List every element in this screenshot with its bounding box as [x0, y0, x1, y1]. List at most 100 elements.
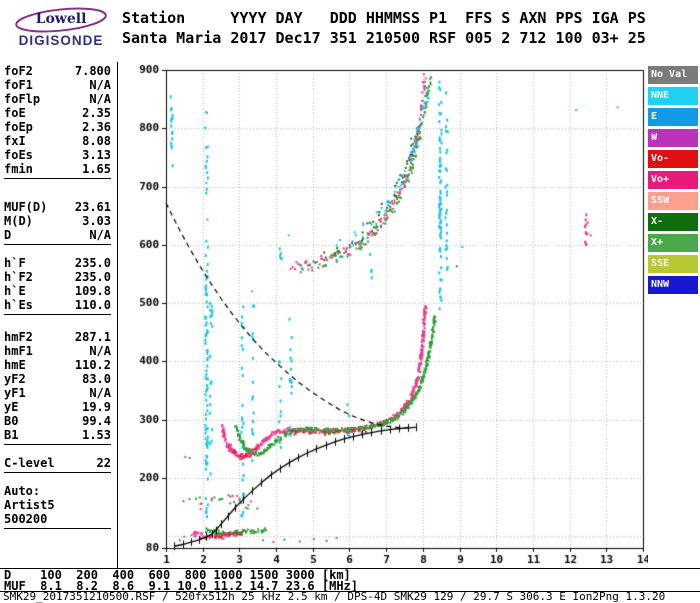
- statusbar-divider: [0, 591, 700, 592]
- param-value: 23.61: [74, 200, 111, 214]
- legend-item-e: E: [648, 108, 698, 126]
- param-group-2: MUF(D) 23.61 M(D) 3.03 D N/A: [4, 200, 111, 245]
- param-label: foFlp: [4, 92, 41, 106]
- param-value: 2.35: [82, 106, 111, 120]
- param-md: M(D) 3.03: [4, 214, 111, 228]
- param-value: N/A: [89, 92, 111, 106]
- param-yf1: yF1 N/A: [4, 386, 111, 400]
- param-value: 1.53: [82, 428, 111, 442]
- param-value: N/A: [89, 386, 111, 400]
- param-hes: h`Es 110.0: [4, 298, 111, 312]
- param-label: hmF2: [4, 330, 33, 344]
- param-group-1: foF2 7.800 foF1 N/A foFlp N/A foE 2.35 foEp 2.36 f…: [4, 64, 111, 179]
- logo-lowell-text: Lowell: [35, 11, 87, 27]
- param-value: 99.4: [82, 414, 111, 428]
- param-b0: B0 99.4: [4, 414, 111, 428]
- velocity-legend: No Val NNE E W Vo- Vo+ SSW X- X+ SSE NNW: [648, 66, 698, 297]
- param-group-6: Auto: Artist5 500200: [4, 484, 111, 529]
- param-fmin: fmin 1.65: [4, 162, 111, 176]
- param-foes: foEs 3.13: [4, 148, 111, 162]
- param-fof2: foF2 7.800: [4, 64, 111, 78]
- param-label: yE: [4, 400, 19, 414]
- param-label: B0: [4, 414, 19, 428]
- header-column-titles: Station YYYY DAY DDD HHMMSS P1 FFS S AXN…: [122, 9, 646, 27]
- param-he: h`E 109.8: [4, 284, 111, 298]
- legend-item-no-val: No Val: [648, 66, 698, 84]
- logo-digisonde-text: DIGISONDE: [18, 33, 104, 48]
- param-value: N/A: [89, 228, 111, 242]
- param-foep: foEp 2.36: [4, 120, 111, 134]
- param-b1: B1 1.53: [4, 428, 111, 442]
- legend-item-nnw: NNW: [648, 276, 698, 294]
- param-group-3: h`F 235.0 h`F2 235.0 h`E 109.8 h`Es 110.0: [4, 256, 111, 315]
- param-label: MUF(D): [4, 200, 48, 214]
- param-label: yF2: [4, 372, 26, 386]
- param-foe: foE 2.35: [4, 106, 111, 120]
- param-value: 7.800: [74, 64, 111, 78]
- param-auto: Auto:: [4, 484, 111, 498]
- param-hmf2: hmF2 287.1: [4, 330, 111, 344]
- footer-divider: [0, 568, 700, 569]
- param-value: 19.9: [82, 400, 111, 414]
- status-bar: SMK29_2017351210500.RSF / 520fx512h 25 k…: [3, 590, 666, 603]
- param-value: 22: [96, 456, 111, 470]
- param-artist5: Artist5: [4, 498, 111, 512]
- param-label: h`F: [4, 256, 26, 270]
- param-value: N/A: [89, 78, 111, 92]
- param-hf2: h`F2 235.0: [4, 270, 111, 284]
- panel-divider: [117, 62, 118, 568]
- legend-item-nne: NNE: [648, 87, 698, 105]
- param-foflp: foFlp N/A: [4, 92, 111, 106]
- param-label: fxI: [4, 134, 26, 148]
- param-value: 83.0: [82, 372, 111, 386]
- param-label: D: [4, 228, 12, 242]
- param-value: 110.2: [74, 358, 111, 372]
- param-label: hmE: [4, 358, 26, 372]
- param-label: B1: [4, 428, 19, 442]
- param-label: 500200: [4, 512, 48, 526]
- param-label: yF1: [4, 386, 26, 400]
- param-value: 8.08: [82, 134, 111, 148]
- param-label: foF2: [4, 64, 33, 78]
- legend-item-x+: X+: [648, 234, 698, 252]
- param-label: hmF1: [4, 344, 33, 358]
- param-yf2: yF2 83.0: [4, 372, 111, 386]
- param-value: 235.0: [74, 270, 111, 284]
- param-value: 287.1: [74, 330, 111, 344]
- param-label: C-level: [4, 456, 55, 470]
- param-label: h`Es: [4, 298, 33, 312]
- param-label: fmin: [4, 162, 33, 176]
- param-clevel: C-level 22: [4, 456, 111, 470]
- param-hme: hmE 110.2: [4, 358, 111, 372]
- param-label: foEs: [4, 148, 33, 162]
- logo-orbit-icon: [15, 7, 107, 33]
- param-label: h`E: [4, 284, 26, 298]
- param-value: 110.0: [74, 298, 111, 312]
- param-hmf1: hmF1 N/A: [4, 344, 111, 358]
- param-fxi: fxI 8.08: [4, 134, 111, 148]
- param-fof1: foF1 N/A: [4, 78, 111, 92]
- legend-item-vo-: Vo-: [648, 150, 698, 168]
- param-hf: h`F 235.0: [4, 256, 111, 270]
- legend-item-ssw: SSW: [648, 192, 698, 210]
- distance-row: D 100 200 400 600 800 1000 1500 3000 [km…: [4, 568, 351, 582]
- muf-row: MUF 8.1 8.2 8.6 9.1 10.0 11.2 14.7 23.6 …: [4, 579, 359, 593]
- param-value: 109.8: [74, 284, 111, 298]
- legend-item-sse: SSE: [648, 255, 698, 273]
- param-label: foE: [4, 106, 26, 120]
- legend-item-x-: X-: [648, 213, 698, 231]
- legend-item-vo+: Vo+: [648, 171, 698, 189]
- param-value: N/A: [89, 344, 111, 358]
- param-group-4: hmF2 287.1 hmF1 N/A hmE 110.2 yF2 83.0 yF1 N/A yE 1…: [4, 330, 111, 445]
- lowell-digisonde-logo: Lowell DIGISONDE: [8, 6, 114, 48]
- ionogram-plot: [118, 60, 648, 572]
- param-value: 2.36: [82, 120, 111, 134]
- parameter-panel: foF2 7.800 foF1 N/A foFlp N/A foE 2.35 foEp 2.36 f…: [4, 64, 111, 529]
- param-ye: yE 19.9: [4, 400, 111, 414]
- param-d: D N/A: [4, 228, 111, 242]
- param-label: foF1: [4, 78, 33, 92]
- param-value: 3.13: [82, 148, 111, 162]
- param-value: 235.0: [74, 256, 111, 270]
- param-label: h`F2: [4, 270, 33, 284]
- legend-item-w: W: [648, 129, 698, 147]
